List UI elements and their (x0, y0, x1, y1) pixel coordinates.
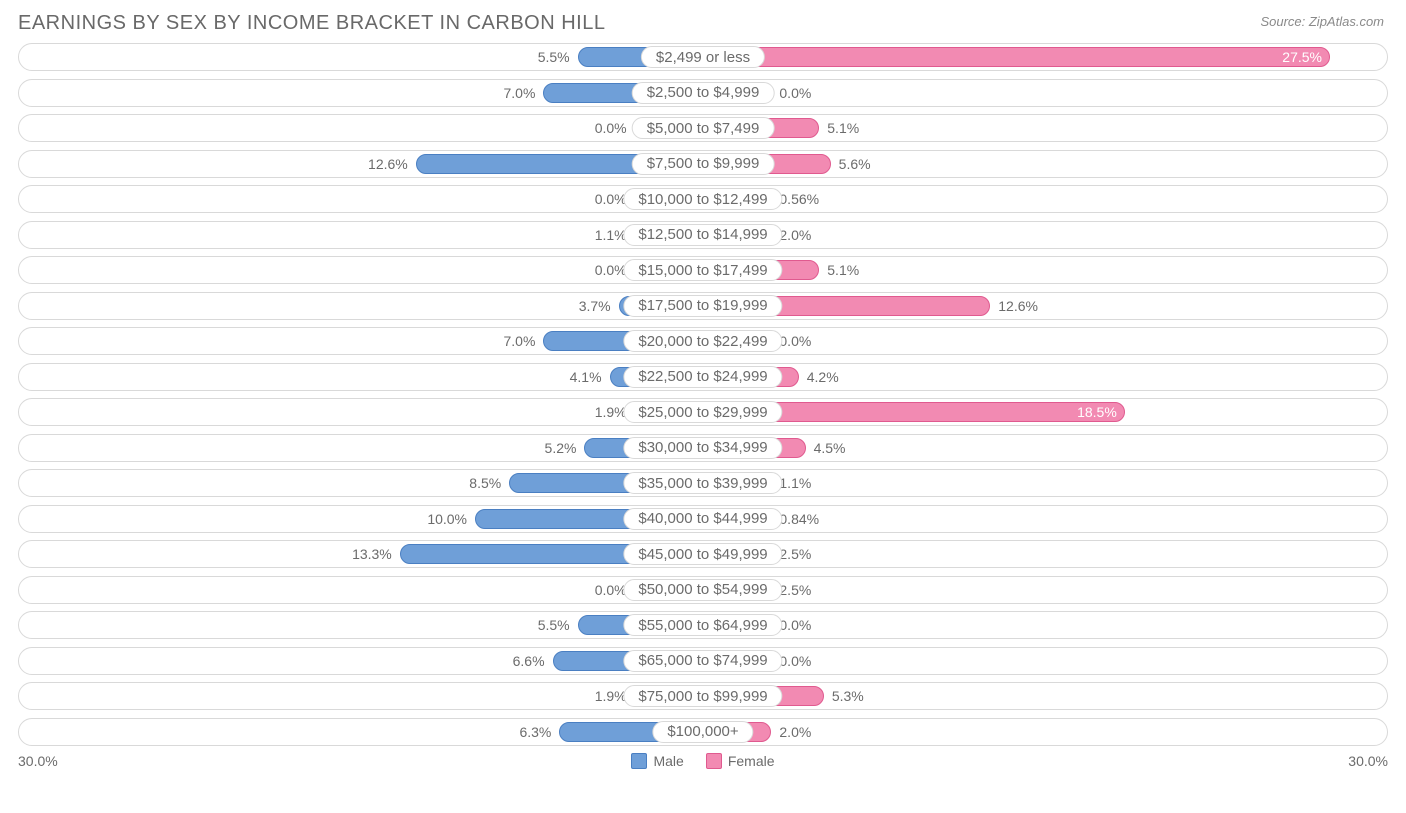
bracket-label: $45,000 to $49,999 (623, 543, 782, 565)
female-pct-label: 1.1% (779, 470, 811, 496)
female-pct-label: 0.0% (779, 648, 811, 674)
female-pct-label: 0.0% (779, 328, 811, 354)
legend-label-male: Male (653, 753, 683, 769)
male-pct-label: 10.0% (427, 506, 467, 532)
chart-row: 7.0% 0.0%$20,000 to $22,499 (18, 327, 1388, 355)
male-pct-label: 5.5% (538, 612, 570, 638)
chart-row: 10.0% 0.84%$40,000 to $44,999 (18, 505, 1388, 533)
male-pct-label: 3.7% (579, 293, 611, 319)
bracket-label: $7,500 to $9,999 (632, 153, 775, 175)
female-bar (703, 47, 1330, 67)
male-pct-label: 4.1% (570, 364, 602, 390)
female-pct-label: 2.0% (779, 222, 811, 248)
chart-row: 7.0% 0.0%$2,500 to $4,999 (18, 79, 1388, 107)
male-pct-label: 6.6% (513, 648, 545, 674)
bracket-label: $15,000 to $17,499 (623, 259, 782, 281)
legend-label-female: Female (728, 753, 775, 769)
female-pct-label: 5.1% (827, 115, 859, 141)
bracket-label: $40,000 to $44,999 (623, 508, 782, 530)
axis-max-left: 30.0% (18, 753, 58, 769)
chart-row: 12.6% 5.6% $7,500 to $9,999 (18, 150, 1388, 178)
female-pct-label: 18.5% (1077, 399, 1117, 425)
chart-row: 1.9% 18.5% $25,000 to $29,999 (18, 398, 1388, 426)
bracket-label: $10,000 to $12,499 (623, 188, 782, 210)
bracket-label: $12,500 to $14,999 (623, 224, 782, 246)
chart-row: 6.3% 2.0% $100,000+ (18, 718, 1388, 746)
chart-row: 8.5% 1.1%$35,000 to $39,999 (18, 469, 1388, 497)
bracket-label: $100,000+ (652, 721, 753, 743)
bracket-label: $65,000 to $74,999 (623, 650, 782, 672)
female-swatch-icon (706, 753, 722, 769)
male-pct-label: 1.9% (595, 683, 627, 709)
male-pct-label: 8.5% (469, 470, 501, 496)
female-pct-label: 2.5% (779, 577, 811, 603)
male-pct-label: 0.0% (595, 577, 627, 603)
chart-row: 5.5% 0.0%$55,000 to $64,999 (18, 611, 1388, 639)
female-pct-label: 4.5% (814, 435, 846, 461)
bracket-label: $30,000 to $34,999 (623, 437, 782, 459)
female-pct-label: 0.84% (779, 506, 819, 532)
male-pct-label: 5.5% (538, 44, 570, 70)
chart-row: 1.9% 5.3% $75,000 to $99,999 (18, 682, 1388, 710)
legend-item-female: Female (706, 753, 775, 769)
male-swatch-icon (631, 753, 647, 769)
female-pct-label: 2.0% (779, 719, 811, 745)
chart-footer: 30.0% Male Female 30.0% (18, 753, 1388, 769)
axis-max-right: 30.0% (1348, 753, 1388, 769)
chart-row: 0.0% 5.1% $5,000 to $7,499 (18, 114, 1388, 142)
bracket-label: $22,500 to $24,999 (623, 366, 782, 388)
female-pct-label: 2.5% (779, 541, 811, 567)
bracket-label: $17,500 to $19,999 (623, 295, 782, 317)
female-pct-label: 12.6% (998, 293, 1038, 319)
bracket-label: $25,000 to $29,999 (623, 401, 782, 423)
female-pct-label: 0.56% (779, 186, 819, 212)
bracket-label: $20,000 to $22,499 (623, 330, 782, 352)
chart-row: 0.0% 2.5%$50,000 to $54,999 (18, 576, 1388, 604)
butterfly-chart: 5.5%27.5%$2,499 or less7.0%0.0%$2,500 to… (18, 43, 1388, 746)
female-pct-label: 0.0% (779, 612, 811, 638)
male-pct-label: 0.0% (595, 186, 627, 212)
chart-row: 13.3% 2.5%$45,000 to $49,999 (18, 540, 1388, 568)
source-attribution: Source: ZipAtlas.com (1260, 14, 1384, 29)
male-pct-label: 1.9% (595, 399, 627, 425)
male-pct-label: 7.0% (503, 80, 535, 106)
chart-title: EARNINGS BY SEX BY INCOME BRACKET IN CAR… (18, 12, 1388, 35)
chart-row: 0.0% 0.56%$10,000 to $12,499 (18, 185, 1388, 213)
male-pct-label: 6.3% (519, 719, 551, 745)
legend: Male Female (631, 753, 774, 769)
male-pct-label: 5.2% (545, 435, 577, 461)
male-pct-label: 7.0% (503, 328, 535, 354)
bracket-label: $50,000 to $54,999 (623, 579, 782, 601)
chart-row: 5.5% 27.5% $2,499 or less (18, 43, 1388, 71)
legend-item-male: Male (631, 753, 683, 769)
female-pct-label: 5.3% (832, 683, 864, 709)
bracket-label: $2,499 or less (641, 46, 765, 68)
chart-row: 6.6% 0.0%$65,000 to $74,999 (18, 647, 1388, 675)
bracket-label: $75,000 to $99,999 (623, 685, 782, 707)
male-pct-label: 0.0% (595, 115, 627, 141)
chart-row: 4.1% 4.2% $22,500 to $24,999 (18, 363, 1388, 391)
chart-row: 3.7% 12.6% $17,500 to $19,999 (18, 292, 1388, 320)
bracket-label: $35,000 to $39,999 (623, 472, 782, 494)
male-pct-label: 1.1% (595, 222, 627, 248)
bracket-label: $55,000 to $64,999 (623, 614, 782, 636)
bracket-label: $2,500 to $4,999 (632, 82, 775, 104)
bracket-label: $5,000 to $7,499 (632, 117, 775, 139)
female-pct-label: 5.1% (827, 257, 859, 283)
male-pct-label: 13.3% (352, 541, 392, 567)
male-pct-label: 12.6% (368, 151, 408, 177)
male-pct-label: 0.0% (595, 257, 627, 283)
chart-row: 1.1% 2.0%$12,500 to $14,999 (18, 221, 1388, 249)
female-pct-label: 0.0% (779, 80, 811, 106)
chart-row: 0.0% 5.1% $15,000 to $17,499 (18, 256, 1388, 284)
female-pct-label: 5.6% (839, 151, 871, 177)
chart-row: 5.2% 4.5% $30,000 to $34,999 (18, 434, 1388, 462)
female-pct-label: 27.5% (1282, 44, 1322, 70)
female-pct-label: 4.2% (807, 364, 839, 390)
